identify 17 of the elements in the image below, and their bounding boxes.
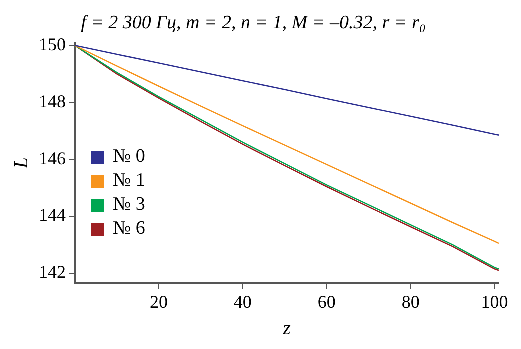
legend-label: № 6	[113, 218, 146, 240]
x-axis-title: z	[282, 317, 292, 340]
x-tick-label: 60	[318, 292, 336, 312]
y-tick-label: 148	[39, 91, 66, 112]
y-tick-label: 144	[39, 205, 66, 226]
y-tick-label: 146	[39, 148, 66, 168]
legend-label: № 1	[113, 170, 146, 192]
x-tick-label: 100	[481, 292, 508, 312]
x-tick-label: 20	[150, 292, 168, 312]
x-tick-label: 80	[402, 292, 420, 312]
legend-label: № 3	[113, 194, 146, 216]
y-tick-label: 142	[39, 262, 66, 282]
y-axis-title: L	[10, 158, 32, 170]
chart-title: f = 2 300 Гц, m = 2, n = 1, M = –0.32, r = r₀	[81, 12, 426, 34]
x-tick-label: 40	[234, 292, 252, 312]
y-tick-label: 150	[39, 34, 66, 54]
legend-label: № 0	[113, 146, 146, 168]
